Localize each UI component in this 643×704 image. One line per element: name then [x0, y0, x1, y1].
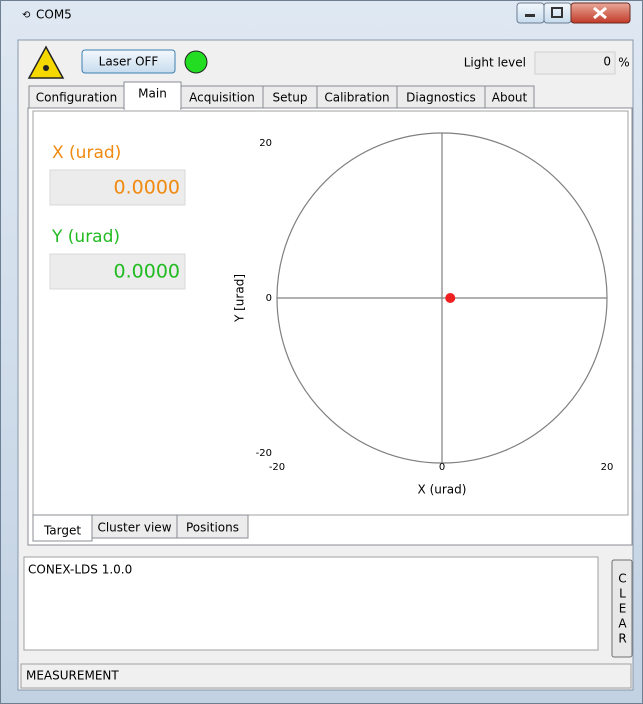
y-tick-label: 0 — [266, 293, 272, 304]
y-axis-label: Y [urad] — [233, 274, 247, 323]
close-glyph — [593, 6, 607, 20]
status-bar — [20, 663, 632, 689]
light-level-field — [534, 51, 616, 75]
title-icon: ⟲ — [22, 10, 31, 21]
tab-label: Main — [138, 87, 167, 101]
tab-label: Acquisition — [189, 91, 255, 105]
x-tick-label: 20 — [601, 462, 614, 473]
clear-button-label: CLEAR — [616, 572, 630, 647]
readout-field — [49, 169, 186, 206]
minimize-button[interactable] — [516, 2, 545, 24]
laser-button[interactable] — [81, 49, 176, 74]
x-axis-label: X (urad) — [418, 483, 467, 497]
log-line: CONEX-LDS 1.0.0 — [28, 563, 132, 577]
status-text: MEASUREMENT — [26, 669, 119, 683]
laser-warning-icon — [27, 45, 65, 79]
log-box — [23, 556, 599, 651]
window-controls — [516, 2, 631, 24]
tab[interactable] — [484, 85, 535, 109]
x-tick-label: 0 — [439, 462, 445, 473]
light-level-value: 0 — [603, 55, 611, 69]
beam-point — [445, 293, 456, 303]
tab-label: Setup — [273, 91, 308, 105]
clear-button[interactable] — [611, 559, 633, 658]
bottom-tab[interactable] — [176, 514, 249, 539]
laser-button-label: Laser OFF — [99, 55, 159, 69]
window-title: COM5 — [36, 8, 72, 22]
laser-indicator — [184, 50, 208, 74]
maximize-button[interactable] — [543, 2, 572, 24]
readout-value: 0.0000 — [114, 261, 180, 283]
tab-label: Diagnostics — [406, 91, 476, 105]
tab-label: About — [492, 91, 528, 105]
y-tick-label: 20 — [259, 138, 272, 149]
bottom-tab-label: Target — [43, 524, 81, 538]
tab-label: Calibration — [324, 91, 389, 105]
x-tick-label: -20 — [269, 462, 285, 473]
minimize-glyph — [525, 14, 535, 17]
readout-label: X (urad) — [52, 143, 121, 163]
readout-field — [49, 253, 186, 290]
tab-label: Configuration — [36, 91, 117, 105]
bottom-tab-label: Cluster view — [97, 521, 171, 535]
bottom-tab-label: Positions — [186, 521, 239, 535]
laser-icon-dot — [43, 65, 49, 71]
light-level-label: Light level — [464, 56, 526, 70]
bottom-tab[interactable] — [32, 514, 93, 542]
readout-label: Y (urad) — [51, 227, 120, 247]
tab-joint — [125, 107, 180, 110]
readout-value: 0.0000 — [114, 177, 180, 199]
light-level-unit: % — [618, 56, 629, 70]
y-tick-label: -20 — [256, 448, 272, 459]
maximize-glyph — [551, 7, 563, 18]
